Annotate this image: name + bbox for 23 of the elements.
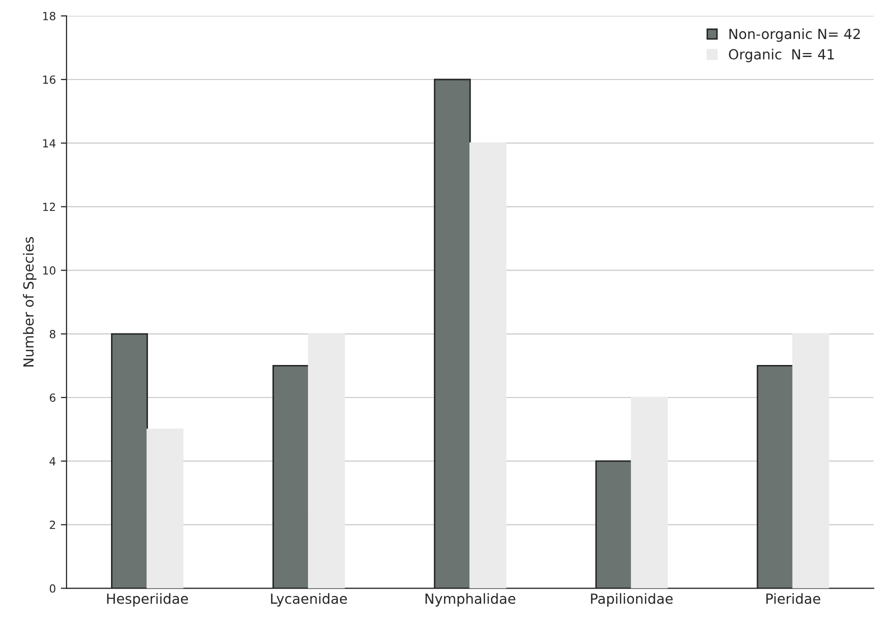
bar: [146, 428, 184, 588]
x-tick-label: Nymphalidae: [426, 593, 516, 607]
legend-label: Organic N= 41: [728, 48, 834, 62]
x-tick-label: Pieridae: [766, 593, 820, 604]
y-tick-label: 16: [43, 75, 56, 84]
y-tick-label: 6: [50, 393, 56, 402]
legend-label: Non-organic N= 42: [729, 28, 860, 42]
y-tick-label: 0: [50, 584, 56, 593]
y-tick-label: 14: [43, 139, 56, 148]
y-tick-label: 4: [50, 457, 56, 466]
x-tick-label: Hesperiidae: [107, 593, 188, 607]
y-tick-label: 18: [43, 12, 56, 20]
y-tick-label: 2: [50, 520, 55, 529]
bar: [630, 396, 668, 588]
x-tick-label: Lycaenidae: [271, 593, 347, 607]
y-tick-label: 8: [50, 330, 56, 338]
x-tick-label: Papilionidae: [591, 593, 673, 607]
bar: [792, 333, 830, 588]
y-tick-label: 12: [43, 202, 55, 211]
y-axis-title: Number of Species: [22, 237, 36, 366]
bar: [308, 333, 345, 588]
bar: [469, 142, 506, 588]
y-tick-label: 10: [43, 266, 56, 275]
